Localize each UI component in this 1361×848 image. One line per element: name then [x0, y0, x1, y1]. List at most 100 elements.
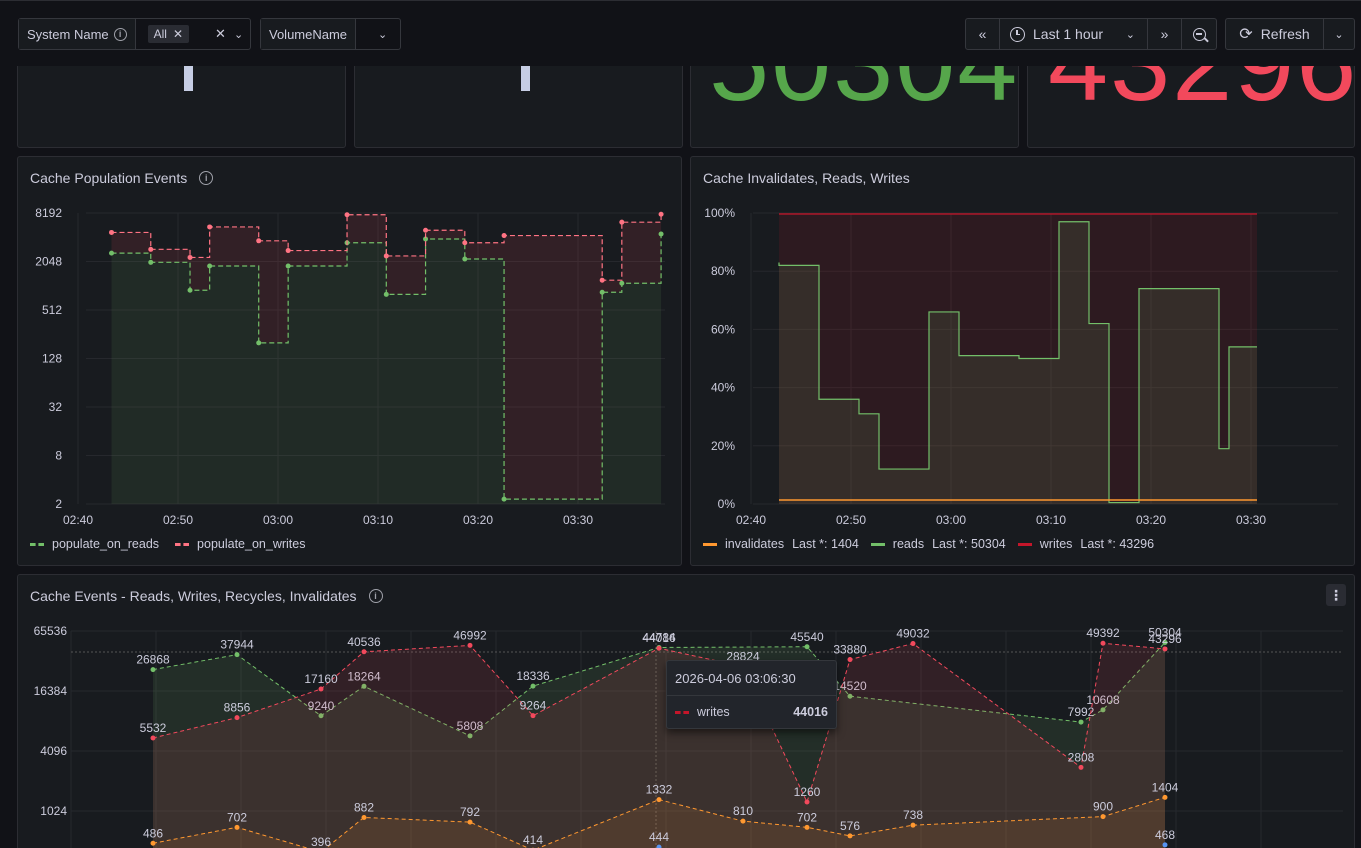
- time-shift-forward-button[interactable]: »: [1147, 18, 1182, 50]
- data-label: 50304: [1148, 625, 1182, 639]
- system-name-variable[interactable]: System Name i All ✕ ✕ ⌄: [18, 18, 251, 50]
- data-point: [1162, 842, 1168, 848]
- data-point: [109, 250, 115, 256]
- info-icon[interactable]: i: [199, 171, 214, 185]
- refresh-interval-dropdown[interactable]: ⌄: [1323, 18, 1355, 50]
- data-point: [1078, 719, 1084, 725]
- data-point: [187, 287, 193, 293]
- data-label: 44016: [642, 631, 676, 645]
- chevron-down-icon[interactable]: ⌄: [233, 28, 244, 41]
- data-label: 33880: [833, 643, 867, 657]
- y-tick-label: 512: [42, 303, 62, 317]
- data-label: 414: [523, 833, 543, 847]
- data-point: [530, 683, 536, 689]
- info-icon[interactable]: i: [368, 589, 383, 603]
- volume-name-variable[interactable]: VolumeName ⌄: [260, 18, 401, 50]
- data-label: 40536: [347, 635, 381, 649]
- dashboard-toolbar: System Name i All ✕ ✕ ⌄ VolumeName ⌄ « Las…: [0, 0, 1361, 66]
- chevron-down-icon[interactable]: ⌄: [378, 28, 388, 41]
- population-chart[interactable]: 8192 2048 512 128 32 8 202:40 02:50 03:00 03:10 03…: [18, 197, 682, 566]
- data-point: [423, 227, 429, 233]
- y-tick-label: 128: [42, 352, 62, 366]
- data-label: 444: [649, 830, 669, 844]
- legend-item-writes[interactable]: writes Last *: 43296: [1017, 537, 1154, 551]
- remove-chip-icon[interactable]: ✕: [172, 27, 184, 41]
- data-label: 810: [733, 804, 753, 818]
- time-picker-button[interactable]: Last 1 hour ⌄: [999, 18, 1148, 50]
- data-point: [658, 231, 664, 237]
- x-tick-label: 03:00: [263, 513, 293, 527]
- y-tick-label: 1024: [40, 804, 67, 818]
- cache-events-chart[interactable]: 65536 16384 4096 1024 26868 37944 9240 18264 580…: [18, 615, 1355, 848]
- data-point: [847, 657, 853, 663]
- data-point: [467, 733, 473, 739]
- data-point: [423, 236, 429, 242]
- info-icon[interactable]: i: [113, 27, 127, 41]
- x-tick-label: 02:40: [63, 513, 93, 527]
- data-point: [256, 340, 262, 346]
- data-point: [383, 253, 389, 259]
- data-point: [234, 824, 240, 830]
- refresh-button[interactable]: ⟳ Refresh: [1225, 18, 1324, 50]
- clear-icon[interactable]: ✕: [215, 26, 226, 41]
- data-point: [318, 686, 324, 692]
- data-point: [1078, 764, 1084, 770]
- data-label: 576: [840, 819, 860, 833]
- x-tick-label: 03:20: [1136, 513, 1166, 527]
- data-label: 5808: [457, 719, 484, 733]
- data-point: [619, 219, 625, 225]
- legend-item-populate-on-writes[interactable]: populate_on_writes: [175, 537, 305, 551]
- data-point: [318, 713, 324, 719]
- legend-item-populate-on-reads[interactable]: populate_on_reads: [30, 537, 159, 551]
- zoom-out-button[interactable]: [1181, 18, 1217, 50]
- refresh-label: Refresh: [1260, 26, 1310, 42]
- data-label: 49032: [896, 627, 930, 641]
- tooltip-row: writes 44016: [675, 705, 828, 719]
- data-point: [599, 289, 605, 295]
- data-point: [361, 649, 367, 655]
- volume-name-label: VolumeName: [261, 19, 357, 49]
- percent-stacked-chart[interactable]: 100% 80% 60% 40% 20% 0%02:40 02:50 03:00 03:10 03…: [691, 197, 1355, 566]
- data-label: 44784: [642, 630, 676, 644]
- data-label: 792: [460, 805, 480, 819]
- panel-title: Cache Population Events i: [30, 170, 214, 186]
- y-tick-label: 4096: [40, 744, 67, 758]
- x-tick-label: 03:10: [363, 513, 393, 527]
- legend-item-invalidates[interactable]: invalidates Last *: 1404: [703, 537, 859, 551]
- data-point: [656, 645, 662, 651]
- data-point: [234, 715, 240, 721]
- system-name-chip[interactable]: All ✕: [147, 25, 190, 43]
- panel-menu-button[interactable]: ⋮: [1326, 584, 1346, 606]
- chart-legend: populate_on_reads populate_on_writes: [30, 537, 305, 551]
- tooltip-time: 2026-04-06 03:06:30: [675, 671, 796, 686]
- data-label: 738: [903, 808, 923, 822]
- data-point: [467, 642, 473, 648]
- y-tick-label: 20%: [711, 439, 735, 453]
- data-label: 1404: [1152, 780, 1179, 794]
- data-label: 8856: [224, 701, 251, 715]
- data-label: 26868: [136, 653, 170, 667]
- data-point: [847, 693, 853, 699]
- series-area-reads: [779, 221, 1257, 505]
- data-point: [1100, 640, 1106, 646]
- hover-tooltip: 2026-04-06 03:06:30 writes 44016: [666, 660, 837, 729]
- data-point: [804, 644, 810, 650]
- time-shift-back-button[interactable]: «: [965, 18, 1000, 50]
- data-label: 1332: [646, 783, 673, 797]
- series-area-reads: [153, 642, 1165, 848]
- data-label: 49392: [1086, 626, 1120, 640]
- chevron-down-icon: ⌄: [1125, 28, 1135, 41]
- data-point: [285, 263, 291, 269]
- data-point: [361, 814, 367, 820]
- chart-legend: invalidates Last *: 1404 reads Last *: 503…: [703, 537, 1154, 551]
- data-label: 18336: [516, 669, 550, 683]
- legend-item-reads[interactable]: reads Last *: 50304: [870, 537, 1006, 551]
- data-point: [109, 229, 115, 235]
- cache-invalidates-reads-writes-panel: Cache Invalidates, Reads, Writes 100% 80%…: [690, 156, 1355, 566]
- data-point: [501, 496, 507, 502]
- data-point: [256, 238, 262, 244]
- system-name-label: System Name i: [19, 19, 136, 49]
- cache-population-events-panel: Cache Population Events i 8192 2048 512 128 3…: [17, 156, 682, 566]
- data-label: 7992: [1068, 705, 1095, 719]
- data-point: [1162, 794, 1168, 800]
